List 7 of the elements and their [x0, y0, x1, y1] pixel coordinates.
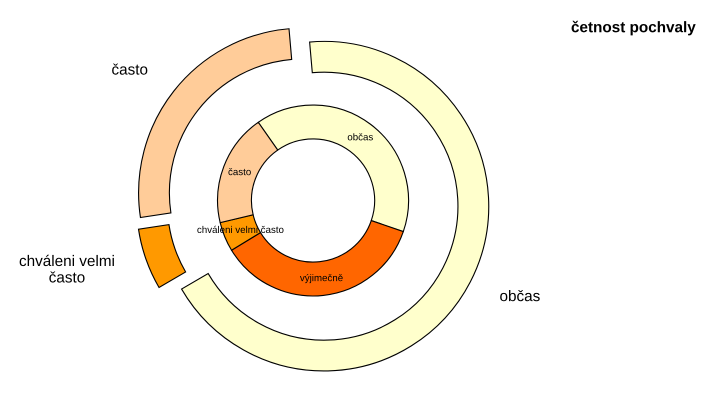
text: četnost pochvaly	[572, 20, 696, 36]
category-label: často	[112, 63, 148, 75]
slice-label: často	[228, 168, 251, 176]
category-label: občas	[500, 290, 540, 302]
slice-label: občas	[348, 133, 373, 140]
slice-label: výjimečně	[300, 274, 343, 284]
category-label: chváleni velmi často	[20, 254, 114, 283]
